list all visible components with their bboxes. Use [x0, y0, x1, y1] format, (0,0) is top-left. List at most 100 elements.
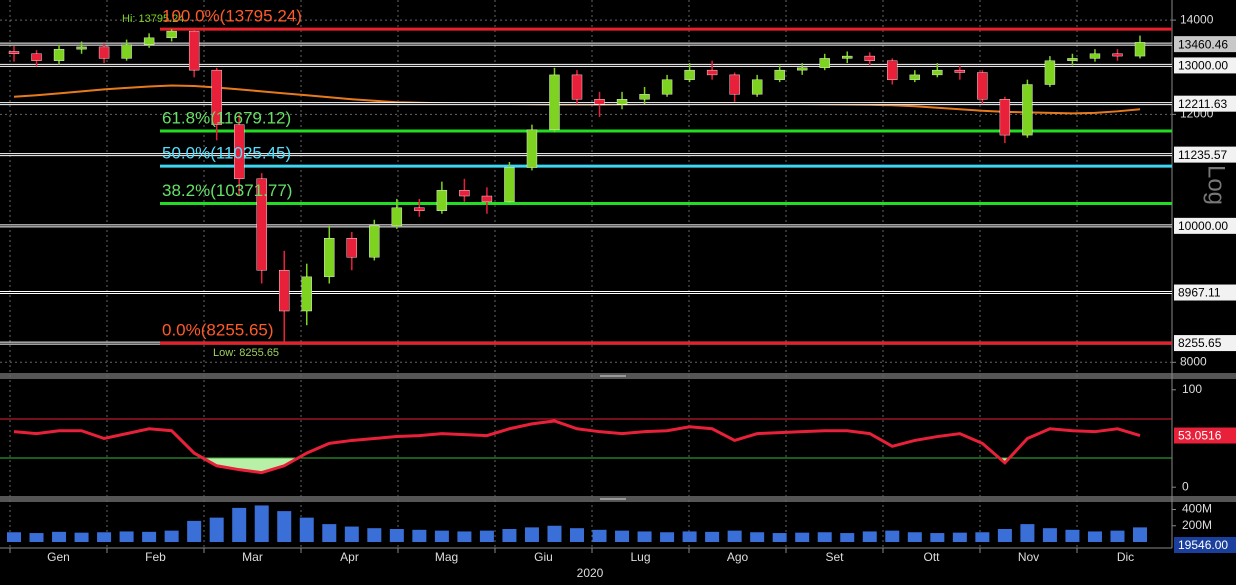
volume-bar	[1020, 524, 1035, 542]
volume-last-box	[1174, 537, 1236, 553]
oversold-fill	[14, 457, 1140, 473]
level-label-box	[1174, 36, 1236, 53]
volume-bar	[187, 520, 202, 542]
volume-bar	[209, 517, 224, 542]
candle-body	[526, 129, 538, 168]
fibonacci-label: 0.0%(8255.65)	[162, 321, 274, 340]
volume-bar	[930, 533, 945, 542]
candle-body	[459, 190, 470, 197]
volume-bar	[660, 532, 675, 542]
volume-bar	[952, 532, 967, 542]
volume-bar	[52, 531, 67, 542]
candle-body	[211, 69, 222, 125]
candle-body	[1044, 60, 1056, 85]
y-tick-label: 200M	[1182, 518, 1212, 532]
candle-body	[143, 37, 155, 45]
candle-body	[684, 69, 695, 80]
candle-body	[31, 53, 42, 61]
candle-body	[977, 72, 988, 100]
candle-body	[864, 55, 875, 61]
volume-bar	[682, 531, 697, 542]
x-tick-label: Giu	[534, 550, 553, 564]
volume-bar	[322, 524, 337, 542]
y-tick-label: 8000	[1180, 354, 1207, 368]
level-label-box	[1174, 217, 1236, 234]
volume-bar	[524, 527, 539, 542]
volume-bar	[277, 511, 292, 542]
volume-bar	[772, 533, 787, 542]
candle-body	[8, 51, 20, 54]
log-note: Log	[1203, 165, 1230, 205]
fibonacci-label: 38.2%(10371.77)	[162, 181, 292, 200]
volume-bar	[457, 531, 472, 542]
candle-body	[751, 79, 763, 95]
candle-body	[436, 190, 448, 211]
x-tick-label: Set	[825, 550, 844, 564]
low-annotation: Low: 8255.65	[213, 347, 279, 359]
candle-body	[1134, 42, 1146, 57]
candle-body	[346, 238, 357, 258]
volume-bar	[795, 532, 810, 542]
candle-body	[1067, 58, 1078, 61]
volume-bar	[1110, 530, 1125, 542]
volume-bar	[344, 526, 359, 542]
rsi-line	[13, 419, 1141, 475]
candle-body	[729, 74, 740, 95]
candle-body	[819, 58, 830, 68]
y-tick-label: 14000	[1180, 12, 1214, 26]
candle-body	[1089, 53, 1101, 59]
level-label-box	[1174, 95, 1236, 112]
separator-handle	[600, 375, 626, 377]
candle-body	[999, 99, 1011, 136]
candle-body	[369, 225, 380, 258]
candle-body	[797, 67, 808, 71]
x-axis-year: 2020	[577, 566, 604, 580]
volume-bar	[164, 530, 179, 542]
rsi-last-value-box	[1174, 427, 1236, 444]
candle-body	[549, 74, 560, 131]
level-label-box	[1174, 284, 1236, 301]
candle-body	[121, 44, 132, 59]
volume-bar	[750, 532, 765, 542]
fibonacci-label: 50.0%(11025.45)	[162, 144, 291, 163]
volume-bar	[727, 530, 742, 542]
x-tick-label: Apr	[340, 550, 359, 564]
volume-bar	[434, 530, 449, 542]
volume-bar	[975, 532, 990, 542]
candle-body	[481, 195, 493, 203]
volume-bar	[862, 531, 877, 542]
level-label-box	[1174, 335, 1236, 352]
volume-bar	[142, 531, 157, 542]
volume-bar	[997, 529, 1012, 542]
candle-body	[661, 79, 673, 95]
y-tick-label: 0	[1182, 479, 1189, 493]
x-tick-label: Gen	[47, 550, 70, 564]
level-label-box	[1174, 57, 1236, 74]
volume-bar	[479, 530, 494, 542]
y-tick-label: 100	[1182, 382, 1202, 396]
volume-bar	[1065, 529, 1080, 542]
volume-last-label: 19546.00	[1178, 538, 1228, 552]
volume-bar	[7, 532, 21, 542]
volume-bar	[412, 529, 427, 542]
candle-body	[279, 270, 290, 312]
fibonacci-label: 100.0%(13795.24)	[162, 7, 302, 26]
volume-bar	[97, 532, 112, 542]
candle-body	[233, 124, 245, 179]
level-label: 11235.57	[1178, 148, 1227, 162]
volume-bar	[570, 528, 584, 542]
x-tick-label: Ott	[923, 550, 940, 564]
volume-bar	[840, 533, 855, 542]
volume-bar	[885, 530, 900, 542]
candle-body	[909, 74, 920, 80]
fibonacci-label: 61.8%(11679.12)	[162, 108, 291, 127]
candle-body	[324, 238, 335, 278]
level-label: 10000.00	[1178, 219, 1228, 233]
volume-bar	[299, 517, 314, 542]
candle-body	[594, 99, 605, 105]
volume-bar	[29, 533, 44, 542]
volume-bar	[615, 530, 630, 542]
high-annotation: Hi: 13795.24	[122, 13, 184, 25]
candle-body	[391, 207, 403, 227]
